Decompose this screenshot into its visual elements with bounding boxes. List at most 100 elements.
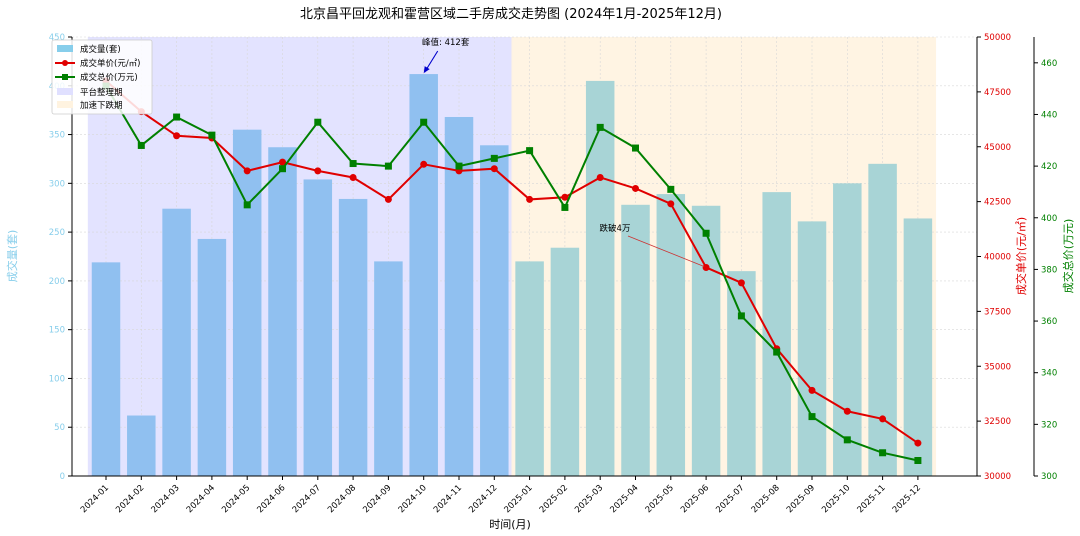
shaded-region-1 [87, 37, 513, 476]
point-unit-price-2024-05 [243, 167, 251, 175]
point-unit-price-2025-09 [808, 386, 816, 394]
x-tick-label: 2024-08 [326, 483, 358, 515]
point-unit-price-2024-09 [384, 195, 392, 203]
left-tick-label: 350 [49, 131, 65, 141]
bar-2024-09 [374, 261, 403, 476]
x-tick-label: 2025-03 [573, 483, 605, 515]
point-total-price-2025-09 [808, 413, 816, 421]
legend-label-volume: 成交量(套) [80, 44, 121, 55]
right2-tick-label: 400 [1041, 214, 1057, 224]
right1-tick-label: 32500 [984, 417, 1011, 427]
right1-tick-label: 37500 [984, 307, 1011, 317]
bar-2024-12 [480, 145, 509, 476]
point-total-price-2024-10 [420, 118, 428, 126]
point-unit-price-2025-05 [667, 200, 675, 208]
legend: 成交量(套) 成交单价(元/㎡) 成交总价(万元) 平台整理期 加速下跌期 [51, 39, 153, 115]
bar-2025-08 [762, 192, 791, 476]
bar-2024-10 [409, 74, 438, 477]
legend-label-total-price: 成交总价(万元) [80, 72, 138, 83]
bar-2025-07 [727, 271, 756, 476]
annotation-arrow-break [627, 235, 705, 267]
bar-2025-06 [691, 205, 721, 476]
bar-2024-01 [91, 262, 121, 476]
annotation-text-break: 跌破4万 [600, 223, 631, 234]
point-unit-price-2024-07 [314, 167, 322, 175]
x-tick-label: 2025-11 [856, 483, 888, 515]
left-tick-label: 250 [49, 228, 65, 238]
bar-2025-12 [903, 218, 933, 476]
bar-2025-01 [515, 261, 544, 476]
x-tick-label: 2024-07 [291, 483, 323, 515]
bar-2025-10 [833, 183, 862, 477]
right2-tick-label: 320 [1041, 420, 1057, 430]
x-tick-label: 2025-10 [820, 483, 852, 515]
bar-2025-05 [656, 194, 686, 476]
legend-swatch-decline-period [57, 101, 73, 108]
point-total-price-2025-11 [879, 449, 887, 457]
bar-2025-02 [550, 247, 580, 476]
x-axis-label: 时间(月) [489, 518, 531, 531]
x-tick-label: 2025-06 [679, 483, 711, 515]
bar-2024-03 [162, 208, 191, 476]
point-total-price-2024-04 [208, 131, 216, 139]
point-total-price-2025-01 [526, 147, 534, 155]
right1-tick-label: 40000 [984, 253, 1011, 263]
bar-2024-07 [303, 179, 333, 477]
right2-tick-label: 360 [1041, 317, 1057, 327]
right2-tick-label: 440 [1041, 110, 1057, 120]
right2-tick-label: 460 [1041, 59, 1057, 69]
legend-marker-total-price [62, 74, 68, 80]
point-total-price-2025-04 [632, 144, 639, 152]
x-tick-label: 2025-07 [714, 483, 746, 515]
x-tick-label: 2024-01 [79, 483, 111, 515]
bar-2024-08 [338, 198, 368, 477]
annotation-text-peak: 峰值: 412套 [422, 37, 470, 48]
point-total-price-2025-12 [914, 457, 922, 465]
point-total-price-2024-06 [279, 165, 286, 173]
point-unit-price-2024-12 [490, 165, 498, 173]
point-unit-price-2024-08 [349, 173, 357, 181]
point-total-price-2024-12 [490, 154, 498, 162]
annotation-arrowhead-peak [423, 66, 430, 74]
x-tick-label: 2025-09 [785, 483, 817, 515]
point-total-price-2024-08 [349, 160, 357, 168]
x-tick-label: 2025-01 [503, 483, 535, 515]
shaded-region-2 [511, 37, 937, 476]
point-total-price-2025-06 [702, 229, 710, 237]
x-tick-label: 2024-02 [114, 483, 146, 515]
lines [102, 77, 922, 465]
point-unit-price-2025-12 [914, 439, 922, 447]
legend-marker-unit-price [62, 60, 68, 66]
legend-label-platform-period: 平台整理期 [80, 87, 123, 98]
bar-2025-03 [585, 80, 615, 477]
point-total-price-2024-02 [137, 141, 145, 149]
right2-tick-label: 340 [1041, 369, 1057, 379]
point-total-price-2024-05 [243, 201, 251, 209]
x-tick-label: 2025-08 [750, 483, 782, 515]
point-total-price-2025-10 [843, 436, 851, 444]
point-unit-price-2024-03 [173, 132, 181, 140]
bar-2024-06 [268, 147, 297, 476]
left-tick-label: 0 [60, 472, 65, 482]
bar-2025-09 [797, 221, 827, 476]
point-unit-price-2025-04 [632, 184, 639, 192]
bar-2024-05 [232, 129, 262, 476]
point-unit-price-2024-10 [420, 160, 428, 168]
bar-2024-04 [197, 238, 227, 476]
point-total-price-2024-09 [384, 162, 392, 170]
bars [91, 74, 933, 477]
legend-swatch-platform-period [57, 88, 73, 95]
x-tick-label: 2024-11 [432, 483, 464, 515]
right2-tick-label: 300 [1041, 472, 1057, 482]
chart-title: 北京昌平回龙观和霍营区域二手房成交走势图 (2024年1月-2025年12月) [300, 6, 722, 22]
x-tick-label: 2025-12 [891, 483, 923, 515]
point-unit-price-2025-03 [596, 173, 604, 181]
legend-label-unit-price: 成交单价(元/㎡) [80, 58, 141, 69]
legend-label-decline-period: 加速下跌期 [80, 100, 123, 111]
left-tick-label: 200 [49, 277, 65, 287]
point-unit-price-2025-02 [561, 193, 569, 201]
x-tick-label: 2024-04 [185, 483, 217, 515]
x-tick-label: 2024-10 [397, 483, 429, 515]
